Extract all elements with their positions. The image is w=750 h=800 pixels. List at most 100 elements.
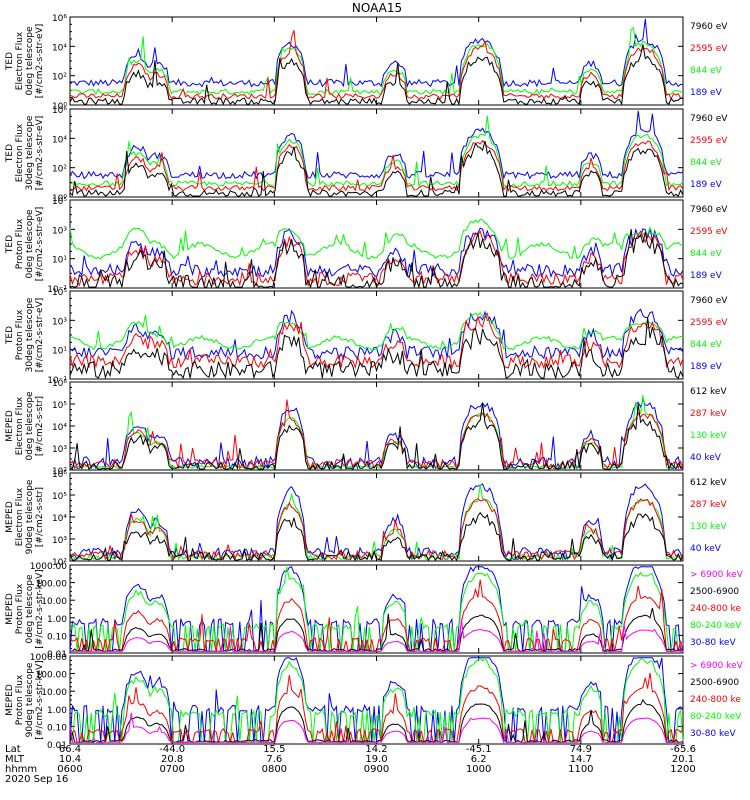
legend-entry: 844 eV xyxy=(690,249,723,259)
series-trace xyxy=(69,218,684,260)
y-axis-label-line: Proton Flux xyxy=(15,218,25,269)
y-tick-label: 1000.00 xyxy=(30,562,67,572)
panel-frame xyxy=(69,290,684,380)
panel-frame xyxy=(69,16,684,106)
y-tick-label: 10¹ xyxy=(52,256,67,266)
y-axis-label-line: 90deg telescope xyxy=(25,479,35,554)
legend-entry: 189 eV xyxy=(690,180,723,190)
x-lat-label: 74.9 xyxy=(570,744,592,755)
panel-frame xyxy=(69,472,684,562)
y-tick-label: 100.00 xyxy=(36,671,68,681)
x-mlt-label: 14.7 xyxy=(570,754,592,765)
series-trace xyxy=(69,308,684,361)
y-axis-label-line: Electron Flux xyxy=(15,31,25,90)
y-axis-label-line: [#/cm2-s-str-keV] xyxy=(35,660,45,739)
y-axis-label-line: MEPED xyxy=(5,501,15,533)
y-tick-label: 0.10 xyxy=(47,632,67,642)
y-tick-label: 10⁶ xyxy=(52,470,67,480)
y-tick-label: 10⁴ xyxy=(52,135,67,145)
y-tick-label: 10⁶ xyxy=(52,106,67,116)
y-axis-label-line: 30deg telescope xyxy=(25,297,35,372)
y-axis-label-line: 0deg telescope xyxy=(25,574,35,644)
legend-entry: 2595 eV xyxy=(690,136,728,146)
series-trace xyxy=(69,566,683,652)
y-axis-label-line: Electron Flux xyxy=(15,487,25,546)
y-axis-label-line: [#/cm2-s-str-eV] xyxy=(35,298,45,373)
series-trace xyxy=(69,312,684,370)
y-axis-label-line: TED xyxy=(5,52,15,71)
x-mlt-label: 19.0 xyxy=(365,754,387,765)
y-tick-label: 10⁻¹ xyxy=(47,285,67,295)
series-trace xyxy=(70,607,684,653)
y-axis-label-line: TED xyxy=(5,235,15,254)
y-tick-label: 0.01 xyxy=(47,650,67,660)
x-hhmm-label: 0900 xyxy=(364,764,389,775)
legend-entry: 7960 eV xyxy=(690,205,728,215)
y-axis-label-line: TED xyxy=(5,326,15,345)
x-row-label-hhmm: hhmm xyxy=(5,764,37,775)
y-tick-label: 0.10 xyxy=(47,723,67,733)
series-trace xyxy=(69,44,684,106)
y-axis-label-line: Proton Flux xyxy=(15,583,25,634)
panel-5: 10² 10³ 10⁴ 10⁵ 10⁶ MEPED Electron Flux 0deg te… xyxy=(5,379,727,477)
y-axis-label-line: 0deg telescope xyxy=(25,391,35,461)
y-tick-label: 10⁵ xyxy=(52,492,67,502)
series-trace xyxy=(69,18,684,89)
series-trace xyxy=(69,672,684,743)
series-trace xyxy=(69,115,684,189)
y-tick-label: 10⁴ xyxy=(52,423,67,433)
y-tick-label: 10⁴ xyxy=(52,43,67,53)
panel-frame xyxy=(69,381,684,471)
panel-6: 10² 10³ 10⁴ 10⁵ 10⁶ MEPED Electron Flux 90deg t… xyxy=(5,470,727,568)
series-trace xyxy=(69,110,684,180)
legend-entry: 287 keV xyxy=(690,500,727,510)
legend-entry: 130 keV xyxy=(690,522,727,532)
panel-7: 0.01 0.10 1.00 10.00 100.00 1000.00 MEPED Proto… xyxy=(5,562,744,660)
y-tick-label: 10⁵ xyxy=(52,401,67,411)
y-tick-label: 10⁰ xyxy=(52,102,67,112)
y-tick-label: 10³ xyxy=(52,317,67,327)
y-tick-label: 10⁵ xyxy=(52,288,67,298)
x-mlt-label: 7.6 xyxy=(266,754,282,765)
y-tick-label: 1.00 xyxy=(47,706,67,716)
y-axis-label-line: 90deg telescope xyxy=(25,662,35,737)
series-trace xyxy=(69,316,684,380)
x-lat-label: 15.5 xyxy=(263,744,285,755)
y-axis-label-line: 0deg telescope xyxy=(25,209,35,279)
y-axis-label-line: [#/cm2-s-str-keV] xyxy=(35,569,45,648)
legend-entry: 844 eV xyxy=(690,340,723,350)
legend-entry: 7960 eV xyxy=(690,296,728,306)
y-axis-label-line: TED xyxy=(5,144,15,163)
y-tick-label: 0.01 xyxy=(47,741,67,751)
legend-entry: 2595 eV xyxy=(690,44,728,54)
panel-3: 10⁻¹ 10¹ 10³ 10⁵ TED Proton Flux 0deg telescop… xyxy=(5,197,728,295)
y-axis-label-line: Electron Flux xyxy=(15,396,25,455)
legend-entry: 189 eV xyxy=(690,271,723,281)
legend-entry: 189 eV xyxy=(690,362,723,372)
x-mlt-label: 20.1 xyxy=(672,754,694,765)
y-axis-label-line: [#/cm2-s-str] xyxy=(35,487,45,547)
series-trace xyxy=(69,140,684,198)
legend-entry: 2500-6900 xyxy=(690,678,739,688)
legend-entry: 2595 eV xyxy=(690,227,728,237)
legend-entry: 30-80 keV xyxy=(690,729,736,739)
date-label: 2020 Sep 16 xyxy=(5,774,68,785)
panel-4: 10⁻¹ 10¹ 10³ 10⁵ TED Proton Flux 30deg telesco… xyxy=(5,288,728,386)
y-tick-label: 1.00 xyxy=(47,615,67,625)
panel-frame xyxy=(69,199,684,289)
y-tick-label: 10.00 xyxy=(41,688,67,698)
legend-entry: 2500-6900 xyxy=(690,587,739,597)
legend-entry: 240-800 ke xyxy=(690,695,741,705)
y-axis-label-line: Proton Flux xyxy=(15,674,25,725)
x-hhmm-label: 1200 xyxy=(670,764,695,775)
series-trace xyxy=(69,712,683,745)
y-tick-label: 10⁵ xyxy=(52,197,67,207)
series-trace xyxy=(69,26,684,96)
legend-entry: > 6900 keV xyxy=(690,661,744,671)
legend-entry: 612 keV xyxy=(690,478,727,488)
x-lat-label: -44.0 xyxy=(159,744,185,755)
panel-2: 10⁰ 10² 10⁴ 10⁶ TED Electron Flux 30deg telesc… xyxy=(5,106,728,204)
